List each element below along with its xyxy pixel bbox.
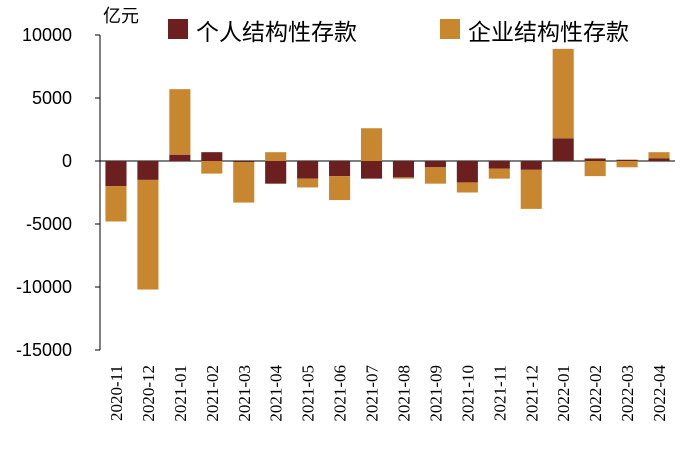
bar-corporate-2021-05 [297, 178, 319, 188]
bar-individual-2021-10 [456, 161, 478, 183]
legend-swatch-corporate [440, 19, 460, 39]
x-tick-label: 2021-06 [331, 365, 350, 422]
x-tick-label: 2021-03 [235, 365, 254, 422]
x-tick-label: 2021-08 [394, 365, 413, 422]
y-tick-label: -15000 [16, 340, 72, 360]
x-tick-label: 2021-07 [363, 365, 382, 422]
y-unit-label: 亿元 [103, 6, 139, 27]
y-tick-label: 0 [62, 151, 72, 171]
bar-corporate-2022-04 [648, 152, 670, 159]
bar-corporate-2022-02 [584, 161, 606, 177]
bar-corporate-2020-11 [105, 186, 127, 222]
x-tick-label: 2020-12 [139, 365, 158, 422]
legend-label-corporate: 企业结构性存款 [468, 20, 629, 46]
bar-corporate-2022-01 [552, 48, 574, 139]
x-tick-labels: 2020-11 2020-12 2021-01 2021-02 2021-03 2021-… [107, 365, 669, 422]
bar-corporate-2021-04 [265, 152, 287, 161]
x-tick-label: 2021-12 [522, 365, 541, 422]
bar-corporate-2021-11 [488, 168, 510, 179]
bar-individual-2020-12 [137, 161, 159, 180]
bar-corporate-2021-09 [424, 167, 446, 184]
x-tick-label: 2022-04 [650, 365, 669, 422]
y-tick-label: -5000 [26, 214, 72, 234]
bar-individual-2021-09 [424, 161, 446, 168]
bar-corporate-2021-12 [520, 169, 542, 209]
bar-individual-2021-04 [265, 161, 287, 184]
legend: 个人结构性存款 企业结构性存款 [168, 19, 629, 46]
bar-individual-2021-08 [392, 161, 415, 178]
bar-corporate-2021-03 [233, 162, 255, 203]
legend-swatch-individual [168, 19, 188, 39]
bars [105, 48, 670, 290]
bar-individual-2020-11 [105, 161, 127, 187]
y-tick-labels: 10000 5000 0 -5000 -10000 -15000 [16, 25, 72, 360]
bar-individual-2022-03 [616, 159, 638, 161]
x-tick-label: 2021-11 [490, 365, 509, 421]
bar-individual-2021-06 [329, 161, 351, 177]
bar-corporate-2021-02 [201, 161, 223, 174]
x-tick-label: 2020-11 [107, 365, 126, 421]
bar-individual-2021-03 [233, 161, 255, 163]
x-tick-label: 2021-02 [203, 365, 222, 422]
y-tick-label: 10000 [22, 25, 72, 45]
bar-corporate-2022-03 [616, 161, 638, 168]
bar-individual-2021-07 [360, 161, 383, 179]
x-tick-label: 2022-03 [618, 365, 637, 422]
x-tick-label: 2021-05 [299, 365, 318, 422]
bar-corporate-2020-12 [137, 179, 159, 290]
bar-individual-2022-02 [584, 158, 606, 161]
bar-corporate-2021-10 [456, 182, 478, 193]
x-tick-label: 2021-01 [171, 365, 190, 422]
bar-individual-2021-11 [488, 161, 510, 169]
bar-corporate-2021-01 [169, 89, 191, 155]
y-tick-label: 5000 [32, 88, 72, 108]
bar-individual-2022-04 [648, 158, 670, 161]
x-tick-label: 2022-01 [554, 365, 573, 422]
y-tick-label: -10000 [16, 277, 72, 297]
bar-individual-2021-12 [520, 161, 542, 170]
bar-corporate-2021-07 [360, 128, 383, 161]
x-tick-label: 2021-04 [267, 365, 286, 422]
legend-label-individual: 个人结构性存款 [196, 20, 357, 46]
x-tick-label: 2021-09 [426, 365, 445, 422]
bar-corporate-2021-08 [392, 177, 415, 179]
bar-individual-2021-05 [297, 161, 319, 179]
axes [95, 34, 675, 351]
bar-corporate-2021-06 [329, 176, 351, 201]
x-tick-label: 2022-02 [586, 365, 605, 422]
bar-individual-2021-01 [169, 154, 191, 161]
bar-individual-2021-02 [201, 152, 223, 161]
x-tick-label: 2021-10 [458, 365, 477, 422]
bar-individual-2022-01 [552, 138, 574, 161]
